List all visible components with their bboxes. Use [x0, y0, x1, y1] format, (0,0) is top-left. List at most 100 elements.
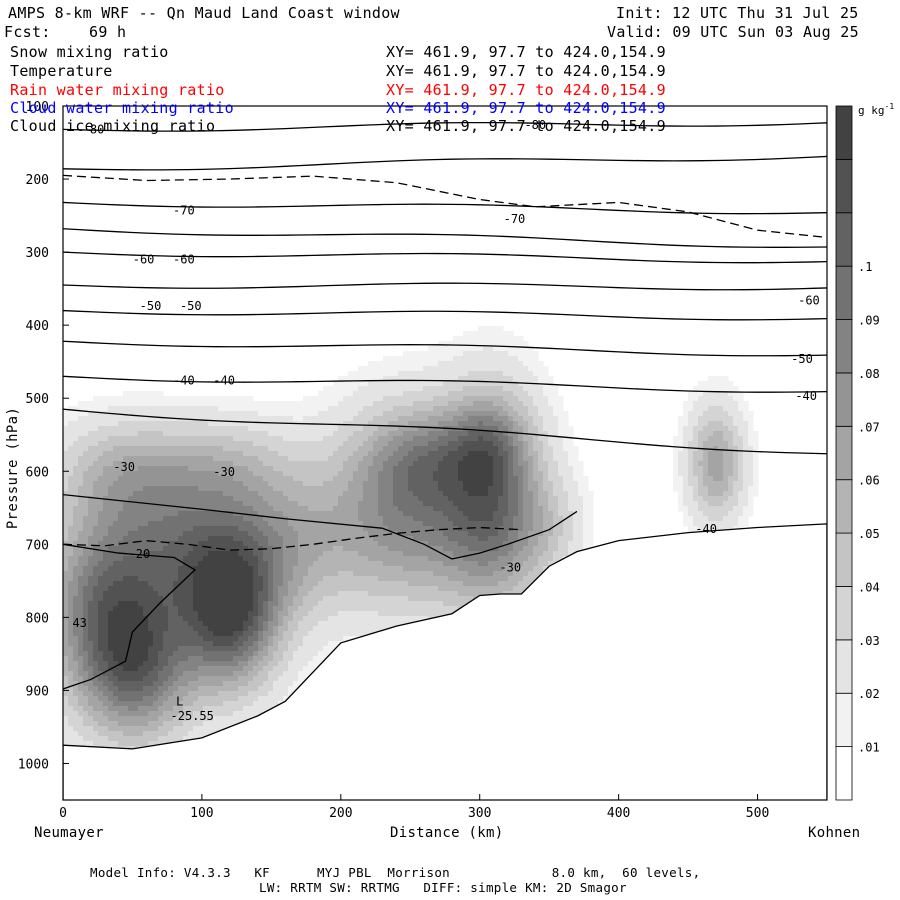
- shading-cell: [383, 391, 389, 397]
- shading-cell: [248, 571, 254, 577]
- shading-cell: [163, 726, 169, 732]
- shading-cell: [178, 401, 184, 407]
- shading-cell: [73, 616, 79, 622]
- shading-cell: [278, 681, 284, 687]
- shading-cell: [328, 546, 334, 552]
- shading-cell: [183, 431, 189, 437]
- shading-cell: [73, 741, 79, 747]
- shading-cell: [108, 401, 114, 407]
- shading-cell: [73, 411, 79, 417]
- shading-cell: [333, 411, 339, 417]
- shading-cell: [368, 396, 374, 402]
- shading-cell: [88, 531, 94, 537]
- shading-cell: [378, 571, 384, 577]
- shading-cell: [298, 666, 304, 672]
- shading-cell: [358, 541, 364, 547]
- shading-cell: [193, 541, 199, 547]
- shading-cell: [388, 596, 394, 602]
- shading-cell: [343, 511, 349, 517]
- shading-cell: [218, 711, 224, 717]
- shading-cell: [73, 701, 79, 707]
- shading-cell: [188, 606, 194, 612]
- shading-cell: [333, 426, 339, 432]
- shading-cell: [288, 551, 294, 557]
- shading-cell: [228, 451, 234, 457]
- shading-cell: [68, 681, 74, 687]
- shading-cell: [303, 531, 309, 537]
- shading-cell: [328, 401, 334, 407]
- shading-cell: [208, 566, 214, 572]
- shading-cell: [278, 456, 284, 462]
- shading-cell: [88, 706, 94, 712]
- shading-cell: [278, 531, 284, 537]
- shading-cell: [173, 451, 179, 457]
- shading-cell: [193, 636, 199, 642]
- shading-cell: [163, 691, 169, 697]
- shading-cell: [143, 651, 149, 657]
- shading-cell: [348, 506, 354, 512]
- shading-cell: [88, 516, 94, 522]
- shading-cell: [78, 406, 84, 412]
- shading-cell: [168, 556, 174, 562]
- shading-cell: [113, 531, 119, 537]
- shading-cell: [63, 696, 69, 702]
- shading-cell: [198, 701, 204, 707]
- shading-cell: [253, 571, 259, 577]
- shading-cell: [268, 576, 274, 582]
- shading-cell: [103, 541, 109, 547]
- shading-cell: [228, 501, 234, 507]
- shading-cell: [333, 456, 339, 462]
- shading-cell: [253, 591, 259, 597]
- shading-cell: [308, 611, 314, 617]
- shading-cell: [98, 421, 104, 427]
- shading-cell: [153, 496, 159, 502]
- shading-cell: [338, 586, 344, 592]
- shading-cell: [173, 521, 179, 527]
- shading-cell: [223, 401, 229, 407]
- shading-cell: [148, 661, 154, 667]
- shading-cell: [243, 701, 249, 707]
- shading-cell: [78, 466, 84, 472]
- shading-cell: [153, 621, 159, 627]
- shading-cell: [413, 536, 419, 542]
- shading-cell: [253, 521, 259, 527]
- shading-cell: [408, 426, 414, 432]
- shading-cell: [178, 471, 184, 477]
- shading-cell: [358, 386, 364, 392]
- shading-cell: [278, 631, 284, 637]
- shading-cell: [173, 441, 179, 447]
- shading-cell: [128, 706, 134, 712]
- shading-cell: [418, 551, 424, 557]
- shading-cell: [273, 541, 279, 547]
- shading-cell: [138, 611, 144, 617]
- shading-cell: [218, 446, 224, 452]
- shading-cell: [418, 526, 424, 532]
- shading-cell: [138, 511, 144, 517]
- shading-cell: [418, 491, 424, 497]
- shading-cell: [258, 611, 264, 617]
- shading-cell: [373, 526, 379, 532]
- shading-cell: [283, 431, 289, 437]
- shading-cell: [328, 501, 334, 507]
- shading-cell: [303, 541, 309, 547]
- shading-cell: [108, 696, 114, 702]
- shading-cell: [413, 511, 419, 517]
- shading-cell: [113, 611, 119, 617]
- shading-cell: [333, 546, 339, 552]
- shading-cell: [188, 566, 194, 572]
- shading-cell: [138, 681, 144, 687]
- shading-cell: [313, 511, 319, 517]
- shading-cell: [173, 686, 179, 692]
- shading-cell: [73, 531, 79, 537]
- shading-cell: [83, 626, 89, 632]
- shading-cell: [158, 716, 164, 722]
- shading-cell: [108, 486, 114, 492]
- shading-cell: [248, 556, 254, 562]
- shading-cell: [158, 651, 164, 657]
- shading-cell: [93, 466, 99, 472]
- shading-cell: [318, 631, 324, 637]
- shading-cell: [83, 431, 89, 437]
- shading-cell: [273, 581, 279, 587]
- shading-cell: [218, 431, 224, 437]
- shading-cell: [283, 501, 289, 507]
